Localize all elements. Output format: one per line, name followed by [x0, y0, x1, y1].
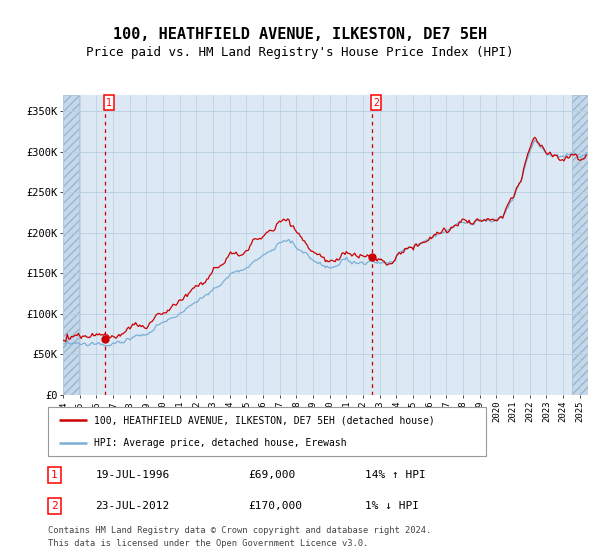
Text: 2: 2 — [51, 501, 58, 511]
Text: 1: 1 — [106, 97, 112, 108]
Text: HPI: Average price, detached house, Erewash: HPI: Average price, detached house, Erew… — [94, 438, 347, 448]
FancyBboxPatch shape — [48, 407, 486, 456]
Text: 14% ↑ HPI: 14% ↑ HPI — [365, 470, 425, 480]
Bar — [572, 95, 588, 395]
Text: 19-JUL-1996: 19-JUL-1996 — [95, 470, 170, 480]
Text: 23-JUL-2012: 23-JUL-2012 — [95, 501, 170, 511]
Text: £170,000: £170,000 — [248, 501, 302, 511]
Text: 1: 1 — [51, 470, 58, 480]
Text: 2: 2 — [373, 97, 379, 108]
Text: Price paid vs. HM Land Registry's House Price Index (HPI): Price paid vs. HM Land Registry's House … — [86, 46, 514, 59]
Text: 1% ↓ HPI: 1% ↓ HPI — [365, 501, 419, 511]
Text: 100, HEATHFIELD AVENUE, ILKESTON, DE7 5EH: 100, HEATHFIELD AVENUE, ILKESTON, DE7 5E… — [113, 27, 487, 42]
Text: 100, HEATHFIELD AVENUE, ILKESTON, DE7 5EH (detached house): 100, HEATHFIELD AVENUE, ILKESTON, DE7 5E… — [94, 416, 435, 426]
Text: Contains HM Land Registry data © Crown copyright and database right 2024.
This d: Contains HM Land Registry data © Crown c… — [48, 526, 431, 548]
Bar — [63, 95, 79, 395]
Text: £69,000: £69,000 — [248, 470, 296, 480]
